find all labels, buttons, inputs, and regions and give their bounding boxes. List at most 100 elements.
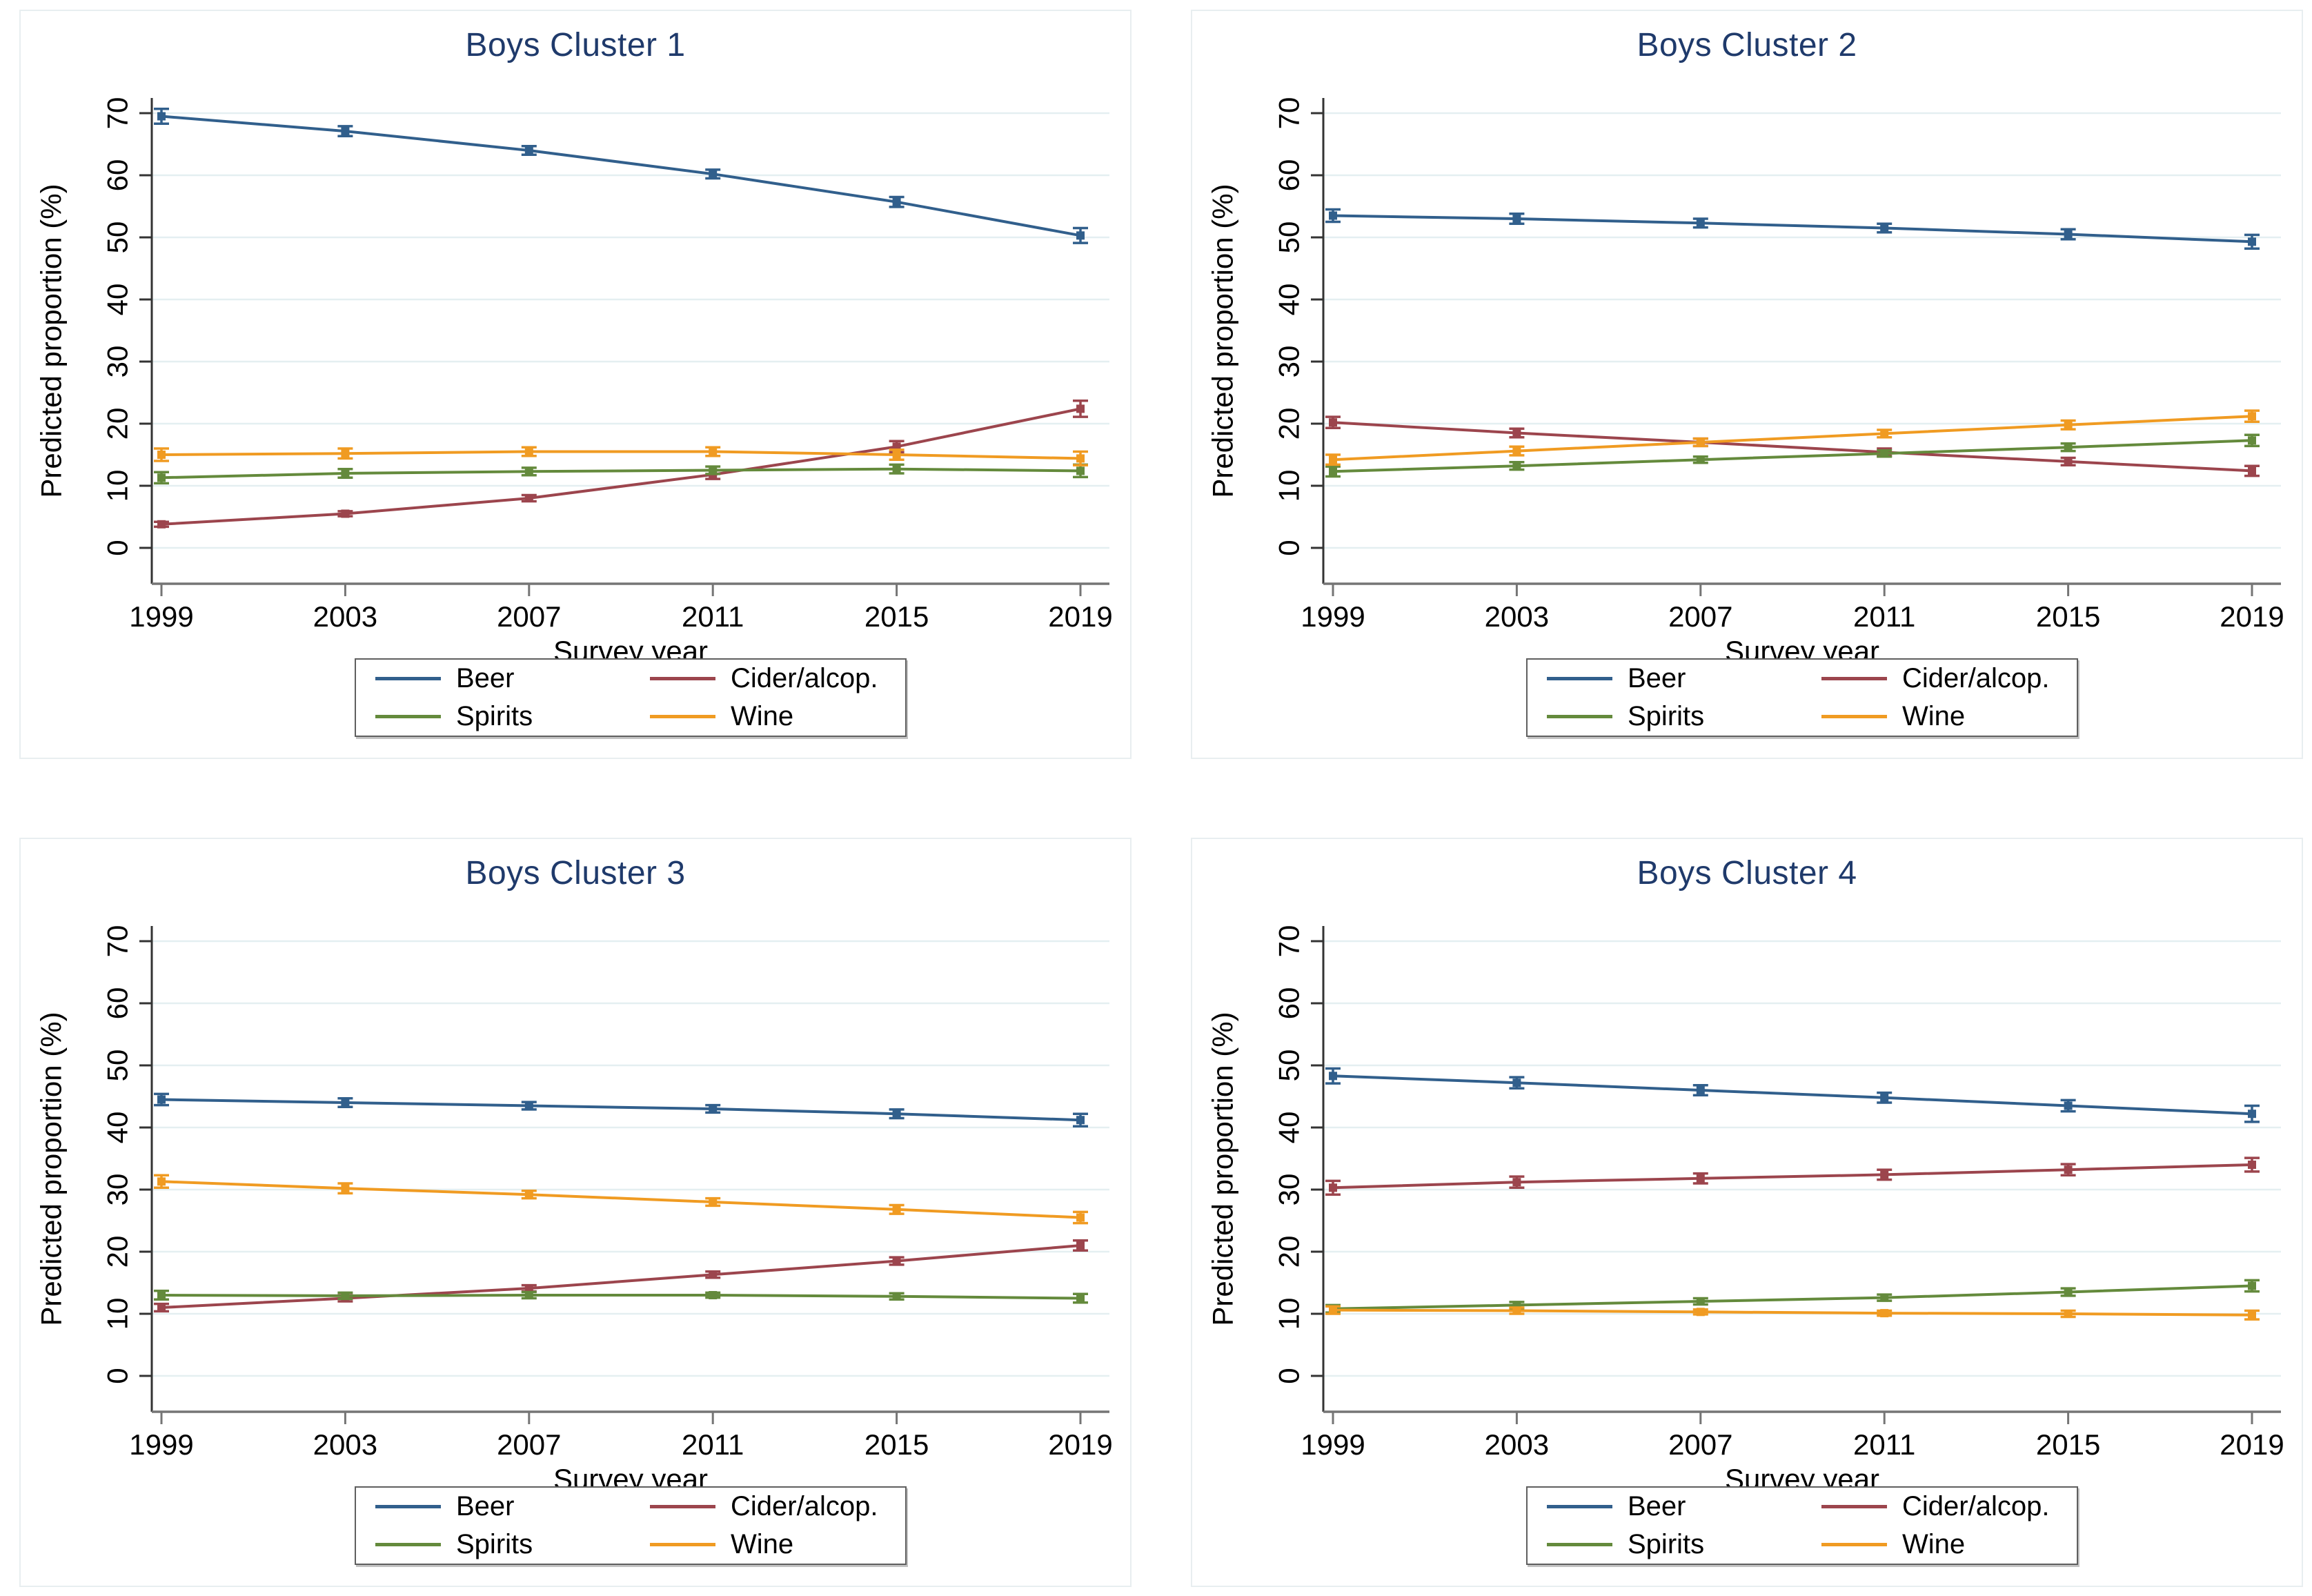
legend-label-cider: Cider/alcop.: [731, 1491, 878, 1521]
legend-label-wine: Wine: [731, 1529, 794, 1559]
wine-line-swatch: [1821, 1543, 1887, 1546]
legend-label-wine: Wine: [1902, 701, 1966, 731]
y-axis-title: Predicted proportion (%): [1207, 184, 1239, 498]
svg-text:1999: 1999: [129, 1428, 193, 1461]
svg-text:0: 0: [1273, 1368, 1305, 1383]
legend-item-wine: Wine: [1802, 701, 2077, 732]
svg-text:60: 60: [1273, 987, 1305, 1020]
svg-text:60: 60: [101, 159, 134, 192]
svg-text:10: 10: [101, 470, 134, 502]
legend-item-beer: Beer: [1528, 1491, 1802, 1522]
svg-text:40: 40: [101, 1112, 134, 1144]
legend-label-beer: Beer: [1628, 1491, 1686, 1521]
spirits-line-swatch: [1547, 715, 1612, 718]
plot-area: 0 10 20 30 40 50 60 70 1999 2003 2007 2011 2015 2019: [101, 97, 1113, 633]
plot-area: 0 10 20 30 40 50 60 70 1999 2003 2007 2011 2015 2019: [101, 925, 1113, 1461]
svg-text:60: 60: [101, 987, 134, 1020]
legend-label-wine: Wine: [1902, 1529, 1966, 1559]
spirits-line-swatch: [375, 1543, 441, 1546]
y-axis-title: Predicted proportion (%): [35, 1012, 68, 1326]
svg-text:30: 30: [101, 1174, 134, 1206]
chart-boys-cluster-4: Boys Cluster 4 0 10 20 30 40 50 60 70 1999 2003 20…: [1191, 838, 2303, 1587]
legend-item-beer: Beer: [356, 1491, 631, 1522]
svg-text:0: 0: [101, 540, 134, 555]
beer-line-swatch: [1547, 677, 1612, 680]
svg-text:50: 50: [1273, 221, 1305, 254]
svg-text:10: 10: [101, 1298, 134, 1330]
svg-text:0: 0: [1273, 540, 1305, 555]
chart-title: Boys Cluster 3: [465, 855, 686, 891]
svg-text:20: 20: [101, 1236, 134, 1268]
svg-text:20: 20: [101, 408, 134, 440]
legend: Beer Cider/alcop. Spirits Wine: [355, 658, 907, 737]
legend-item-cider: Cider/alcop.: [631, 1491, 905, 1522]
svg-text:2007: 2007: [497, 600, 561, 633]
svg-text:30: 30: [101, 346, 134, 378]
legend-item-cider: Cider/alcop.: [631, 663, 905, 694]
chart-title: Boys Cluster 4: [1637, 855, 1857, 891]
svg-text:2015: 2015: [2036, 600, 2100, 633]
legend-item-spirits: Spirits: [1528, 701, 1802, 732]
svg-text:10: 10: [1273, 1298, 1305, 1330]
y-axis-title: Predicted proportion (%): [1207, 1012, 1239, 1326]
legend-label-cider: Cider/alcop.: [731, 663, 878, 693]
svg-text:2015: 2015: [864, 600, 929, 633]
y-axis-title: Predicted proportion (%): [35, 184, 68, 498]
svg-text:2019: 2019: [1048, 600, 1112, 633]
legend-item-cider: Cider/alcop.: [1802, 663, 2077, 694]
legend-label-cider: Cider/alcop.: [1902, 1491, 2050, 1521]
legend: Beer Cider/alcop. Spirits Wine: [355, 1486, 907, 1565]
wine-line-swatch: [650, 1543, 715, 1546]
svg-text:50: 50: [1273, 1050, 1305, 1082]
legend-item-wine: Wine: [631, 701, 905, 732]
svg-text:2007: 2007: [1668, 600, 1732, 633]
svg-text:2003: 2003: [1485, 1428, 1549, 1461]
chart-title: Boys Cluster 2: [1637, 27, 1857, 63]
svg-text:1999: 1999: [129, 600, 193, 633]
cider-line-swatch: [1821, 677, 1887, 680]
svg-text:2003: 2003: [1485, 600, 1549, 633]
cider-line-swatch: [1821, 1505, 1887, 1508]
svg-text:20: 20: [1273, 1236, 1305, 1268]
cider-line-swatch: [650, 677, 715, 680]
svg-text:2019: 2019: [2220, 600, 2284, 633]
legend-item-cider: Cider/alcop.: [1802, 1491, 2077, 1522]
beer-line-swatch: [375, 1505, 441, 1508]
svg-text:2011: 2011: [1853, 1428, 1915, 1461]
legend-label-cider: Cider/alcop.: [1902, 663, 2050, 693]
wine-line-swatch: [650, 715, 715, 718]
legend-label-spirits: Spirits: [1628, 701, 1705, 731]
plot-area: 0 10 20 30 40 50 60 70 1999 2003 2007 2011 2015 2019: [1273, 925, 2284, 1461]
legend-item-wine: Wine: [1802, 1529, 2077, 1560]
svg-text:60: 60: [1273, 159, 1305, 192]
legend-item-spirits: Spirits: [356, 1529, 631, 1560]
svg-text:70: 70: [101, 97, 134, 130]
svg-text:40: 40: [1273, 1112, 1305, 1144]
chart-boys-cluster-3: Boys Cluster 3 0 10 20 30 40 50 60 70 1999 2003 20…: [19, 838, 1132, 1587]
legend-label-beer: Beer: [1628, 663, 1686, 693]
svg-text:70: 70: [101, 925, 134, 958]
svg-text:30: 30: [1273, 1174, 1305, 1206]
spirits-line-swatch: [1547, 1543, 1612, 1546]
legend-label-beer: Beer: [456, 1491, 515, 1521]
legend-label-wine: Wine: [731, 701, 794, 731]
svg-text:10: 10: [1273, 470, 1305, 502]
plot-area: 0 10 20 30 40 50 60 70 1999 2003 2007 2011 2015 2019: [1273, 97, 2284, 633]
legend-label-spirits: Spirits: [456, 1529, 533, 1559]
svg-text:70: 70: [1273, 97, 1305, 130]
legend: Beer Cider/alcop. Spirits Wine: [1526, 658, 2078, 737]
legend-item-spirits: Spirits: [1528, 1529, 1802, 1560]
svg-text:1999: 1999: [1301, 1428, 1365, 1461]
beer-line-swatch: [1547, 1505, 1612, 1508]
legend-item-spirits: Spirits: [356, 701, 631, 732]
svg-text:2011: 2011: [682, 600, 744, 633]
wine-line-swatch: [1821, 715, 1887, 718]
svg-text:2007: 2007: [1668, 1428, 1732, 1461]
chart-boys-cluster-2: Boys Cluster 2 0 10 20 30 40 50 60 70 1999 2003 20…: [1191, 10, 2303, 759]
svg-text:2011: 2011: [1853, 600, 1915, 633]
chart-title: Boys Cluster 1: [465, 27, 686, 63]
svg-text:70: 70: [1273, 925, 1305, 958]
legend: Beer Cider/alcop. Spirits Wine: [1526, 1486, 2078, 1565]
legend-label-spirits: Spirits: [456, 701, 533, 731]
